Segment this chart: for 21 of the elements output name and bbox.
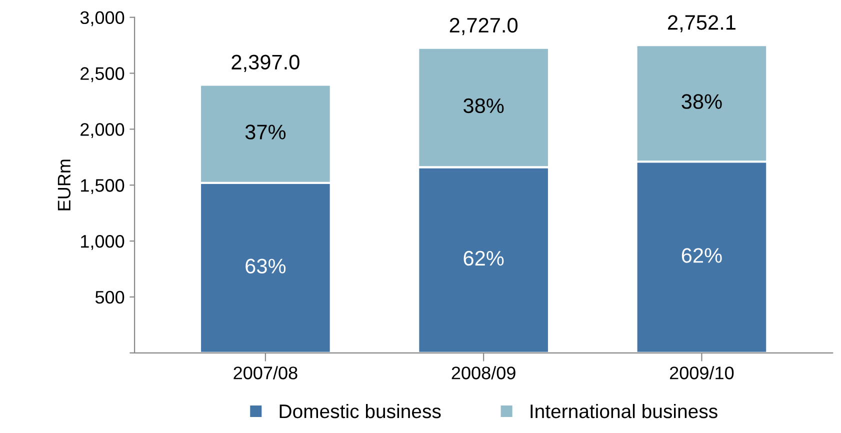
y-tick-label: 3,000 [80, 11, 124, 26]
total-label: 2,727.0 [450, 18, 518, 36]
legend-label: Domestic business [280, 404, 441, 418]
y-axis-title: EURm [58, 160, 71, 210]
x-tick-label: 2008/09 [452, 366, 516, 380]
x-tick-label: 2009/10 [670, 366, 734, 380]
total-label: 2,752.1 [668, 15, 736, 32]
annotation: 38% [464, 98, 504, 114]
y-tick-label: 1,000 [81, 234, 124, 250]
annotation: 38% [682, 94, 722, 109]
annotation: 37% [245, 124, 286, 140]
legend-label: International business [530, 404, 718, 418]
annotation: 62% [682, 248, 722, 263]
y-tick-label: 2,500 [80, 67, 124, 82]
y-tick-label: 2,000 [80, 123, 124, 138]
annotation: 62% [464, 250, 504, 266]
total-label: 2,397.0 [232, 54, 300, 72]
x-tick-label: 2007/08 [234, 366, 298, 380]
annotation: 63% [246, 258, 286, 274]
y-tick-label: 500 [95, 290, 124, 304]
y-tick-label: 1,500 [81, 179, 124, 194]
